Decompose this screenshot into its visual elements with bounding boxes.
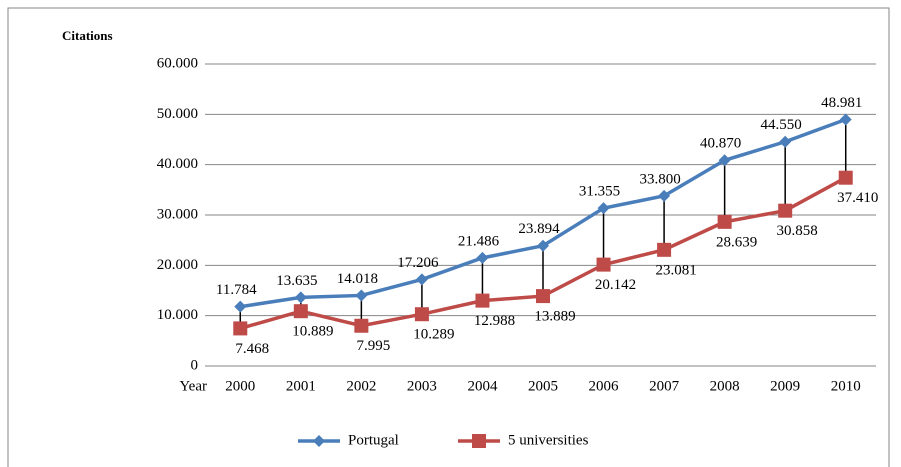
marker [597,202,610,215]
data-label: 13.635 [276,273,317,289]
x-tick-label: 2009 [770,378,800,394]
legend-label: Portugal [348,432,399,448]
marker [657,242,672,257]
x-tick-label: 2010 [831,378,861,394]
marker [414,307,429,322]
marker [475,293,490,308]
data-label: 37.410 [837,190,878,206]
x-tick-label: 2000 [225,378,255,394]
data-label: 17.206 [397,255,439,271]
data-label: 11.784 [216,282,257,298]
marker [838,170,853,185]
marker [718,154,731,167]
marker [294,291,307,304]
marker [293,304,308,319]
marker [839,113,852,126]
data-label: 48.981 [821,95,862,111]
data-label: 14.018 [337,271,378,287]
data-label: 10.889 [292,324,333,340]
data-label: 7.468 [235,341,269,357]
y-tick-label: 0 [191,357,199,373]
data-label: 23.081 [655,262,696,278]
data-label: 31.355 [579,184,620,200]
marker [233,321,248,336]
x-axis-title: Year [179,378,207,394]
data-label: 44.550 [761,117,802,133]
data-label: 10.289 [413,327,454,343]
x-tick-label: 2008 [710,378,740,394]
y-tick-label: 40.000 [157,156,198,172]
marker [779,135,792,148]
x-tick-label: 2007 [649,378,680,394]
data-label: 20.142 [595,277,636,293]
marker [355,289,368,302]
y-tick-label: 60.000 [157,55,198,71]
data-label: 23.894 [518,221,560,237]
data-label: 13.889 [534,309,575,325]
legend-marker [472,434,486,448]
marker [354,318,369,333]
data-label: 33.800 [639,171,680,187]
marker [778,203,793,218]
legend-marker [313,435,325,447]
marker [717,214,732,229]
marker [536,289,550,304]
x-tick-label: 2003 [407,378,437,394]
y-tick-label: 10.000 [157,307,198,323]
marker [596,257,611,272]
marker [658,189,671,202]
marker [234,300,247,313]
y-tick-label: 50.000 [157,106,198,122]
x-tick-label: 2002 [346,378,376,394]
data-label: 28.639 [716,234,757,250]
data-label: 40.870 [700,136,741,152]
marker [537,239,549,252]
data-label: 30.858 [777,223,818,239]
x-tick-label: 2005 [528,378,558,394]
y-tick-label: 20.000 [157,257,198,273]
x-tick-label: 2001 [286,378,316,394]
data-label: 7.995 [356,338,390,354]
y-axis-title: Citations [62,28,113,43]
x-tick-label: 2006 [589,378,620,394]
marker [415,273,428,286]
y-tick-label: 30.000 [157,206,198,222]
marker [476,251,489,264]
legend-label: 5 universities [508,432,589,448]
data-label: 12.988 [474,313,515,329]
data-label: 21.486 [458,233,500,249]
x-tick-label: 2004 [467,378,498,394]
chart-frame [7,7,890,467]
